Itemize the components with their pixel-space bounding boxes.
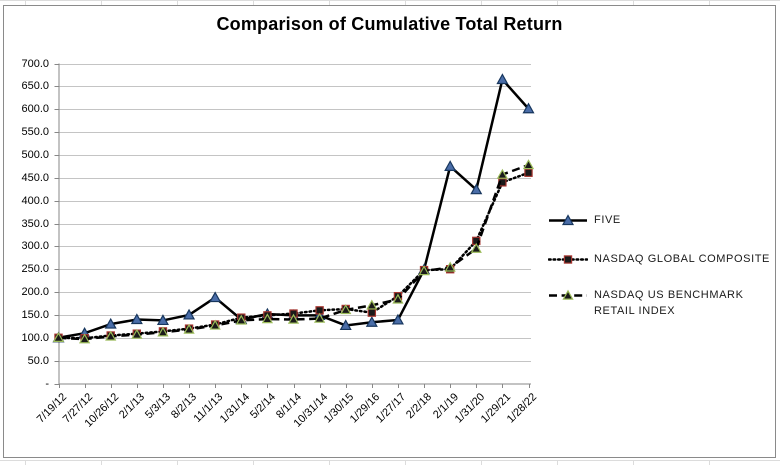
y-axis-tick-label: 150.0 [21, 308, 49, 321]
data-point-marker [105, 330, 117, 341]
y-axis-tick-label: 350.0 [21, 217, 49, 230]
excel-gridline [405, 460, 406, 465]
data-point-marker [156, 314, 169, 326]
data-point-marker [563, 255, 573, 264]
excel-gridline [0, 460, 780, 461]
legend-label: NASDAQ US BENCHMARK RETAIL INDEX [594, 289, 744, 317]
legend-item-nasdaq-us-benchmark-retail-index[interactable]: NASDAQ US BENCHMARK RETAIL INDEX [548, 287, 776, 319]
excel-gridline [481, 460, 482, 465]
data-point-marker [131, 328, 143, 339]
excel-gridline [557, 0, 558, 5]
legend-item-five[interactable]: FIVE [548, 212, 776, 228]
data-point-marker [496, 73, 509, 85]
legend-sample-retail-line [549, 289, 587, 300]
data-point-marker [366, 299, 378, 310]
data-point-marker [391, 313, 404, 325]
data-point-marker [562, 289, 574, 300]
chart-object[interactable]: Comparison of Cumulative Total Return - 5… [3, 5, 776, 458]
excel-gridline [405, 0, 406, 5]
excel-gridline [177, 0, 178, 5]
data-point-marker [157, 326, 169, 337]
y-axis-tick-label: 650.0 [21, 80, 49, 93]
data-point-marker [367, 308, 377, 317]
data-point-marker [183, 323, 195, 334]
excel-gridline [25, 460, 26, 465]
data-point-marker [444, 160, 457, 171]
legend-item-nasdaq-global-composite[interactable]: NASDAQ GLOBAL COMPOSITE [548, 251, 776, 267]
data-point-marker [522, 159, 535, 170]
y-axis-tick-label: 50.0 [27, 354, 49, 367]
excel-gridline [709, 460, 710, 465]
y-axis-tick-label: 450.0 [21, 171, 49, 184]
data-point-marker [470, 183, 483, 195]
data-point-marker [104, 317, 117, 329]
data-point-marker [235, 314, 247, 325]
excel-gridline [25, 0, 26, 5]
data-point-marker [287, 313, 300, 324]
legend-label: NASDAQ GLOBAL COMPOSITE [594, 253, 770, 265]
series-line-five [58, 76, 530, 340]
data-point-marker [261, 313, 274, 324]
excel-gridline [101, 0, 102, 5]
data-point-marker [524, 168, 533, 177]
data-point-marker [130, 313, 143, 325]
excel-gridline [329, 460, 330, 465]
y-axis-tick-label: 600.0 [21, 103, 49, 116]
plot-area [52, 63, 535, 388]
data-point-marker [392, 293, 404, 304]
data-point-marker [470, 242, 482, 253]
excel-gridline [253, 460, 254, 465]
y-axis-tick-label: 200.0 [21, 286, 49, 299]
y-axis-tick-label: 400.0 [21, 194, 49, 207]
legend-sample-composite-line [548, 255, 588, 264]
excel-gridline [0, 0, 780, 1]
y-axis-tick-label: 550.0 [21, 126, 49, 139]
data-point-marker [496, 168, 509, 179]
excel-gridline [329, 0, 330, 5]
data-point-marker [339, 319, 352, 331]
data-point-marker [313, 312, 326, 323]
excel-gridline [101, 460, 102, 465]
excel-gridline [177, 460, 178, 465]
excel-gridline [557, 460, 558, 465]
data-point-marker [209, 291, 222, 303]
y-axis-tick-label: 300.0 [21, 240, 49, 253]
excel-gridline [709, 0, 710, 5]
excel-gridline [481, 0, 482, 5]
data-point-marker [52, 331, 65, 342]
data-point-marker [418, 265, 430, 276]
legend-label: FIVE [594, 214, 621, 226]
data-point-marker [209, 319, 221, 330]
y-axis-tick-label: 500.0 [21, 148, 49, 161]
excel-gridline [633, 0, 634, 5]
y-axis-tick-label: - [45, 377, 49, 390]
y-axis-tick-label: 100.0 [21, 331, 49, 344]
data-point-marker [444, 261, 456, 272]
excel-gridline [633, 460, 634, 465]
data-point-marker [340, 304, 352, 315]
chart-title: Comparison of Cumulative Total Return [216, 14, 563, 34]
data-point-marker [365, 316, 378, 327]
y-axis-tick-label: 250.0 [21, 263, 49, 276]
legend-sample-five-line [549, 214, 587, 226]
excel-gridline [253, 0, 254, 5]
legend: FIVE NASDAQ GLOBAL COMPOSITE NASDAQ US B… [548, 6, 776, 459]
data-point-marker [183, 308, 196, 320]
data-point-marker [522, 102, 535, 114]
y-axis-tick-label: 700.0 [21, 57, 49, 70]
data-point-marker [561, 214, 575, 226]
data-point-marker [78, 333, 91, 344]
